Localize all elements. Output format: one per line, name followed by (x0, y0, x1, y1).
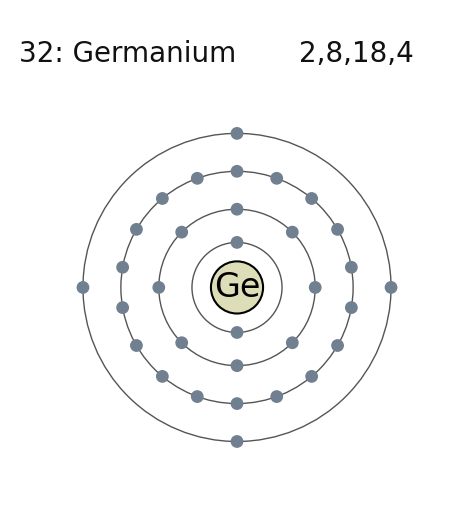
Circle shape (157, 193, 168, 204)
Circle shape (117, 262, 128, 273)
Circle shape (287, 337, 298, 349)
Circle shape (176, 337, 187, 349)
Circle shape (271, 391, 283, 402)
Circle shape (153, 282, 164, 293)
Circle shape (191, 172, 203, 184)
Circle shape (231, 204, 243, 215)
Circle shape (310, 282, 321, 293)
Circle shape (231, 436, 243, 447)
Text: 2,8,18,4: 2,8,18,4 (299, 40, 413, 68)
Circle shape (306, 193, 317, 204)
Circle shape (211, 262, 263, 313)
Circle shape (306, 371, 317, 382)
Circle shape (117, 302, 128, 313)
Text: 32: Germanium: 32: Germanium (19, 40, 236, 68)
Circle shape (332, 224, 343, 235)
Circle shape (332, 340, 343, 351)
Circle shape (346, 302, 357, 313)
Circle shape (231, 398, 243, 409)
Circle shape (131, 340, 142, 351)
Circle shape (231, 237, 243, 248)
Circle shape (346, 262, 357, 273)
Circle shape (176, 226, 187, 238)
Circle shape (287, 226, 298, 238)
Circle shape (385, 282, 397, 293)
Circle shape (191, 391, 203, 402)
Circle shape (131, 224, 142, 235)
Circle shape (271, 172, 283, 184)
Circle shape (157, 371, 168, 382)
Circle shape (231, 166, 243, 177)
Circle shape (231, 327, 243, 338)
Circle shape (77, 282, 89, 293)
Text: Ge: Ge (214, 271, 260, 304)
Circle shape (231, 360, 243, 371)
Circle shape (231, 128, 243, 139)
